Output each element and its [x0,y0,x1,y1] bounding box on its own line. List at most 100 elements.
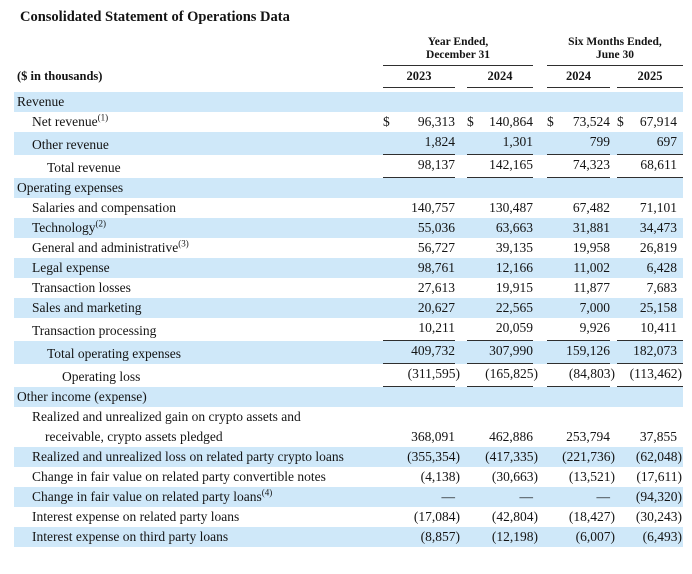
cell-value: 159,126 [547,341,610,364]
cell-value: 307,990 [467,341,533,364]
cell-value: (30,663) [491,469,538,484]
cell-value: (311,595) [383,364,460,387]
row-label-text: Change in fair value on related party co… [32,469,326,484]
cell-value: 9,926 [547,318,610,341]
table-row: Other income (expense) [14,387,683,407]
cell-value: 39,135 [495,240,533,255]
row-label-text: Realized and unrealized gain on crypto a… [32,409,301,444]
footnote-marker: (1) [97,112,109,123]
cell-value: (62,048) [635,449,682,464]
cell-value: 56,727 [417,240,455,255]
cell-value: $140,864 [467,112,533,132]
cell-value: (17,084) [413,509,460,524]
row-label: Technology(2) [14,218,383,238]
column-group-year-ended: Year Ended, December 31 [383,36,533,66]
row-label-text: Realized and unrealized loss on related … [32,449,344,464]
row-label-text: Net revenue(1) [32,112,109,129]
cell-value: $96,313 [383,112,455,132]
table-row: Sales and marketing 20,627 22,565 7,000 … [14,298,683,318]
column-group-header-row: Year Ended, December 31 Six Months Ended… [14,36,683,66]
cell-value: 7,000 [579,300,610,315]
cell-value: 37,855 [639,429,677,444]
currency-symbol: $ [467,114,474,129]
cell-value: 19,958 [572,240,610,255]
row-label: Realized and unrealized loss on related … [14,447,383,467]
row-label: Interest expense on related party loans [14,507,383,527]
cell-value: (8,857) [420,529,460,544]
footnote-marker: (3) [178,238,189,249]
cell-value: 799 [547,132,610,155]
year-column-header: 2024 [547,68,610,88]
cell-value: (13,521) [568,469,615,484]
cell-value: 55,036 [417,220,455,235]
row-label-text: Sales and marketing [32,300,142,315]
cell-value: 74,323 [547,155,610,178]
year-header-row: ($ in thousands) 2023 2024 2024 2025 [14,68,683,88]
cell-value: 130,487 [489,200,533,215]
row-label-text: General and administrative(3) [32,238,189,255]
row-label: Operating expenses [14,178,383,198]
row-label: Legal expense [14,258,383,278]
cell-value: 462,886 [489,429,533,444]
row-label-text: Transaction losses [32,280,131,295]
table-row: Transaction losses 27,613 19,915 11,877 … [14,278,683,298]
row-label-text: Interest expense on related party loans [32,509,240,524]
page-title: Consolidated Statement of Operations Dat… [20,9,290,25]
cell-value: 71,101 [639,200,677,215]
cell-value: — [596,489,611,504]
column-group-line2: June 30 [595,49,635,61]
column-group-line1: Six Months Ended, [568,36,662,48]
column-group-six-months-ended: Six Months Ended, June 30 [547,36,683,66]
row-label-text: Legal expense [32,260,110,275]
table-row: Net revenue(1) $96,313 $140,864 $73,524 … [14,112,683,132]
row-label: Interest expense on third party loans [14,527,383,547]
currency-symbol: $ [547,114,554,129]
row-label: Change in fair value on related party co… [14,467,383,487]
year-column-header: 2025 [617,68,683,88]
row-label-text: Operating expenses [17,180,124,195]
row-label: Sales and marketing [14,298,383,318]
footnote-marker: (4) [261,487,273,498]
cell-value: 98,137 [383,155,455,178]
row-label: Net revenue(1) [14,112,383,132]
cell-value: (113,462) [617,364,683,387]
cell-value: (165,825) [467,364,538,387]
cell-value: 20,059 [467,318,533,341]
cell-value: 68,611 [617,155,683,178]
column-group-line2: December 31 [426,49,490,61]
row-label-text: Total operating expenses [47,346,182,361]
cell-value: — [441,489,456,504]
cell-value: 253,794 [566,429,610,444]
cell-value: 20,627 [417,300,455,315]
table-row: Salaries and compensation 140,757 130,48… [14,198,683,218]
cell-value: 22,565 [495,300,533,315]
cell-value: (4,138) [420,469,460,484]
row-label-text: Change in fair value on related party lo… [32,487,273,504]
cell-value: 19,915 [495,280,533,295]
row-label-text: Total revenue [47,160,121,175]
cell-value: 31,881 [572,220,610,235]
table-body: Revenue Net revenue(1) $96,313 $140,864 … [14,92,683,547]
table-row: Change in fair value on related party co… [14,467,683,487]
table-row: Operating expenses [14,178,683,198]
cell-value: 697 [617,132,683,155]
cell-value: 10,211 [383,318,455,341]
cell-value: (6,007) [575,529,615,544]
cell-value: 26,819 [639,240,677,255]
table-row: Operating loss (311,595) (165,825) (84,8… [14,364,683,387]
operations-table: Year Ended, December 31 Six Months Ended… [14,36,683,547]
row-label-text: Operating loss [62,369,141,384]
table-row: Total revenue 98,137 142,165 74,323 68,6… [14,155,683,178]
table-row: Technology(2) 55,036 63,663 31,881 34,47… [14,218,683,238]
footnote-marker: (2) [95,218,107,229]
row-label: Other income (expense) [14,387,383,407]
cell-value: (17,611) [636,469,682,484]
year-column-header: 2023 [383,68,455,88]
row-label: Total revenue [14,158,383,178]
cell-value: $73,524 [547,112,610,132]
row-label-text: Revenue [17,94,65,109]
row-label: Salaries and compensation [14,198,383,218]
cell-value: 63,663 [495,220,533,235]
cell-value: (94,320) [635,489,682,504]
cell-value: (84,803) [547,364,615,387]
